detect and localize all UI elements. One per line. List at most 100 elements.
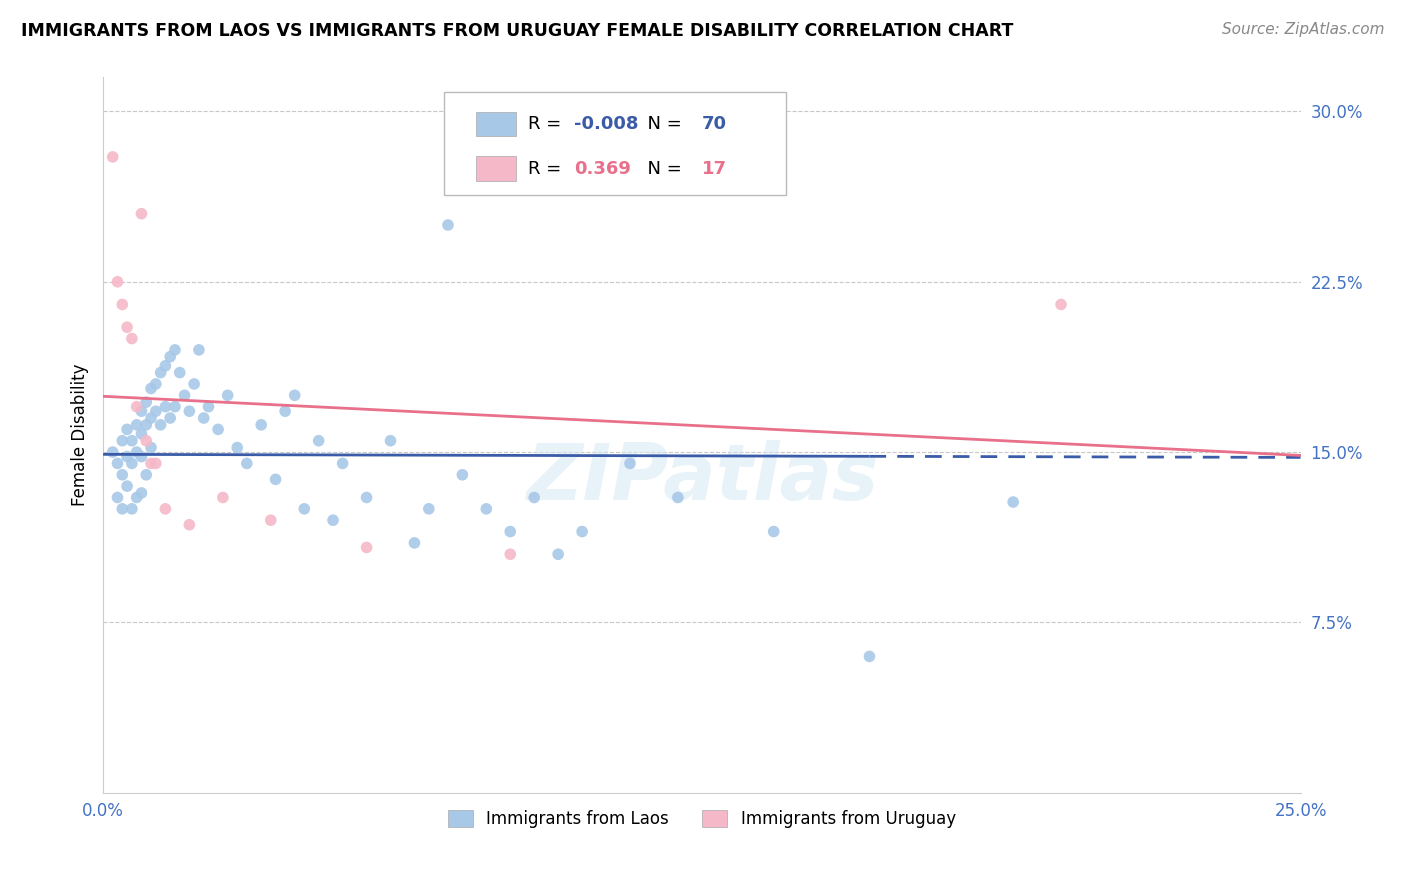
Point (163, 343, 186, 357)
Point (145, 404, 167, 418)
Point (101, 150, 124, 164)
Point (135, 395, 157, 409)
Point (121, 332, 143, 346)
Point (523, 491, 546, 505)
Point (250, 417, 273, 432)
Point (135, 434, 157, 448)
Text: -0.008: -0.008 (574, 115, 638, 133)
Point (418, 501, 440, 516)
Point (308, 434, 330, 448)
Text: N =: N = (636, 160, 688, 178)
Text: R =: R = (529, 160, 567, 178)
Point (135, 417, 157, 432)
Point (125, 445, 148, 459)
Point (619, 457, 641, 471)
Point (666, 491, 689, 505)
Point (284, 388, 307, 402)
Point (139, 382, 162, 396)
Y-axis label: Female Disability: Female Disability (72, 364, 89, 507)
Point (187, 343, 209, 357)
FancyBboxPatch shape (475, 112, 516, 136)
Point (149, 417, 172, 432)
Point (173, 388, 195, 402)
Point (121, 434, 143, 448)
Point (858, 649, 880, 664)
Point (125, 491, 148, 505)
Point (159, 411, 181, 425)
Point (183, 376, 205, 391)
Point (217, 388, 239, 402)
Point (159, 350, 181, 364)
Point (111, 467, 134, 482)
Point (179, 517, 201, 532)
Point (475, 501, 498, 516)
Text: Source: ZipAtlas.com: Source: ZipAtlas.com (1222, 22, 1385, 37)
Point (404, 536, 426, 550)
Point (111, 297, 134, 311)
Point (155, 359, 177, 373)
Point (131, 426, 153, 441)
Legend: Immigrants from Laos, Immigrants from Uruguay: Immigrants from Laos, Immigrants from Ur… (441, 803, 963, 834)
Point (155, 501, 177, 516)
Point (451, 467, 474, 482)
Point (547, 547, 569, 561)
Point (499, 524, 522, 539)
FancyBboxPatch shape (475, 156, 516, 181)
Point (236, 457, 259, 471)
Point (322, 513, 344, 527)
Text: R =: R = (529, 115, 567, 133)
Text: 17: 17 (702, 160, 727, 178)
Text: N =: N = (636, 115, 688, 133)
Point (101, 445, 124, 459)
Point (107, 491, 129, 505)
Point (332, 457, 354, 471)
Point (131, 450, 153, 464)
Point (193, 411, 215, 425)
Point (115, 450, 138, 464)
Point (155, 400, 177, 414)
Point (149, 366, 172, 380)
Point (121, 457, 143, 471)
Point (169, 366, 191, 380)
Point (125, 400, 148, 414)
Point (356, 541, 378, 555)
Point (131, 486, 153, 500)
Point (292, 501, 315, 516)
Point (207, 422, 229, 436)
Point (179, 404, 201, 418)
Point (1002, 495, 1025, 509)
Point (135, 467, 157, 482)
Point (111, 434, 134, 448)
Point (111, 501, 134, 516)
Point (1050, 297, 1073, 311)
Point (571, 524, 593, 539)
Point (499, 547, 522, 561)
Point (121, 501, 143, 516)
Text: ZIPatlas: ZIPatlas (526, 440, 877, 516)
Point (107, 275, 129, 289)
Point (437, 218, 460, 232)
Point (145, 457, 167, 471)
Point (762, 524, 785, 539)
Point (139, 457, 162, 471)
Point (107, 457, 129, 471)
Point (356, 491, 378, 505)
Text: 0.369: 0.369 (574, 160, 630, 178)
Point (125, 417, 148, 432)
Point (131, 404, 153, 418)
Point (115, 479, 138, 493)
Point (274, 404, 297, 418)
Text: IMMIGRANTS FROM LAOS VS IMMIGRANTS FROM URUGUAY FEMALE DISABILITY CORRELATION CH: IMMIGRANTS FROM LAOS VS IMMIGRANTS FROM … (21, 22, 1014, 40)
Point (131, 207, 153, 221)
Point (260, 513, 283, 527)
Point (197, 400, 219, 414)
Point (115, 422, 138, 436)
Point (115, 320, 138, 334)
Point (139, 441, 162, 455)
Point (139, 411, 162, 425)
Point (264, 472, 287, 486)
FancyBboxPatch shape (444, 92, 786, 195)
Point (226, 441, 249, 455)
Text: 70: 70 (702, 115, 727, 133)
Point (380, 434, 402, 448)
